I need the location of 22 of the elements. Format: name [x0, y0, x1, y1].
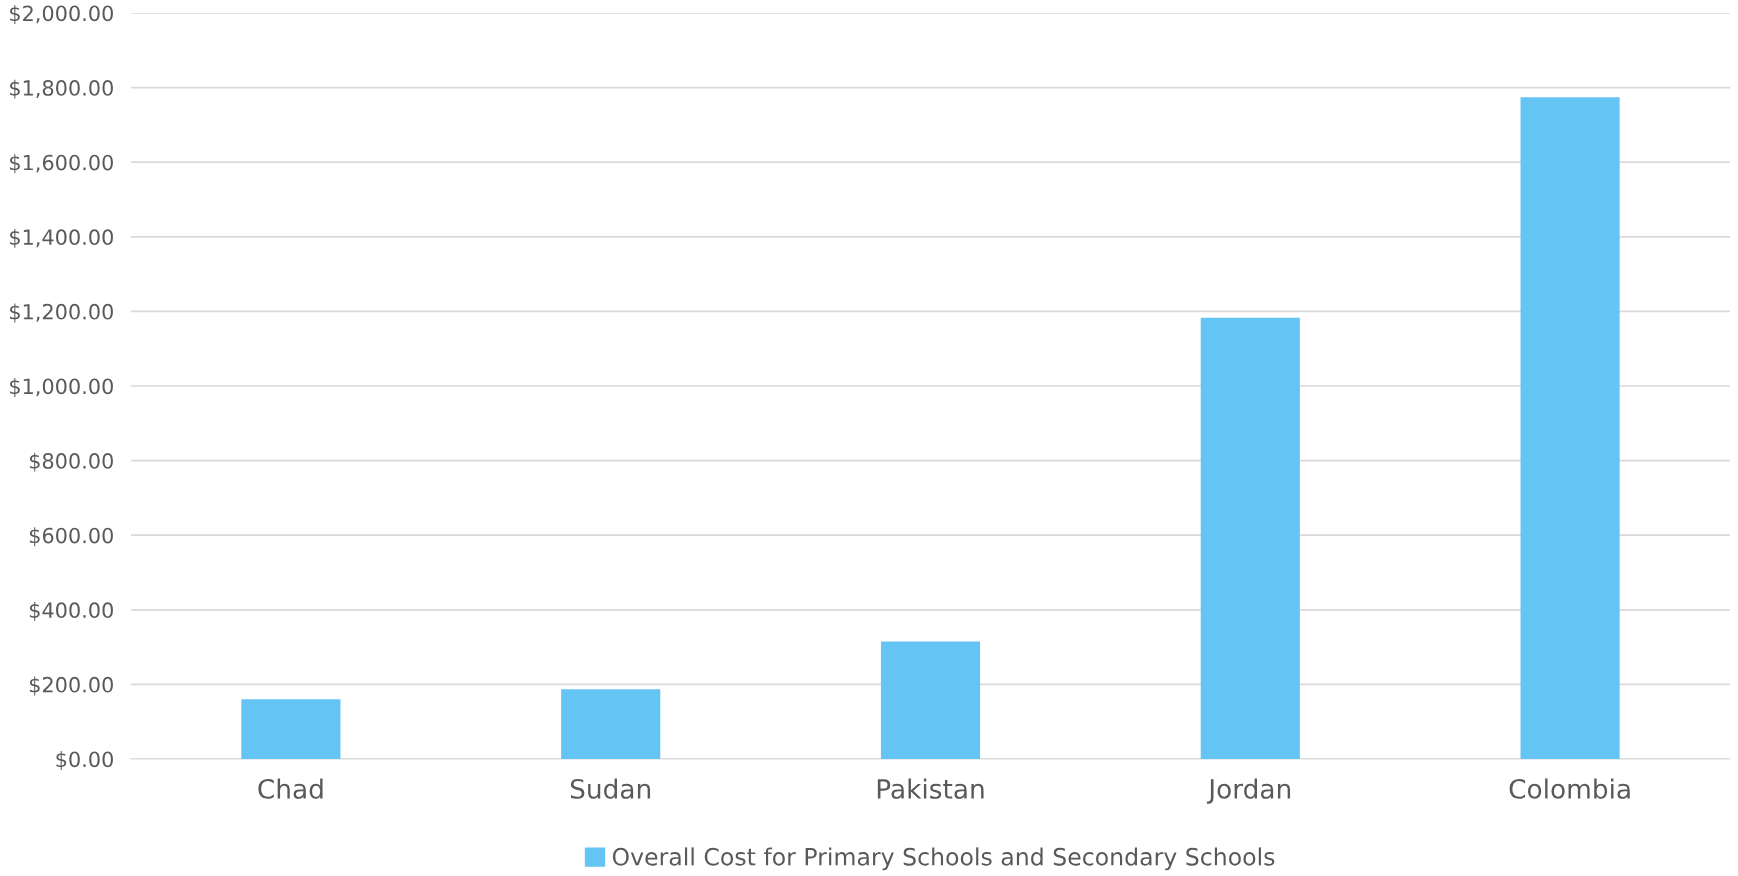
y-tick-label: $600.00	[29, 527, 113, 547]
bar	[880, 641, 981, 759]
x-tick-label: Pakistan	[877, 778, 984, 799]
y-tick-label: $400.00	[29, 601, 113, 621]
x-tick-label: Colombia	[1509, 778, 1630, 799]
y-tick-label: $1,600.00	[10, 154, 113, 174]
y-tick-label: $1,200.00	[10, 303, 113, 323]
y-tick-label: $0.00	[56, 751, 113, 770]
y-tick-label: $800.00	[29, 452, 113, 472]
x-tick-label: Chad	[258, 778, 323, 799]
y-tick-label: $1,800.00	[10, 79, 113, 99]
y-tick-label: $200.00	[29, 676, 113, 696]
bar	[1520, 97, 1620, 759]
x-tick-label: Jordan	[1206, 778, 1291, 804]
y-tick-label: $1,000.00	[10, 378, 113, 397]
bar	[241, 699, 341, 759]
x-tick-label: Sudan	[570, 778, 651, 799]
legend-label: Overall Cost for Primary Schools and Secondary Schools	[612, 847, 1275, 871]
bar	[561, 689, 661, 759]
bar	[1200, 317, 1300, 759]
y-tick-label: $2,000.00	[10, 5, 113, 24]
y-tick-label: $1,400.00	[10, 228, 113, 248]
